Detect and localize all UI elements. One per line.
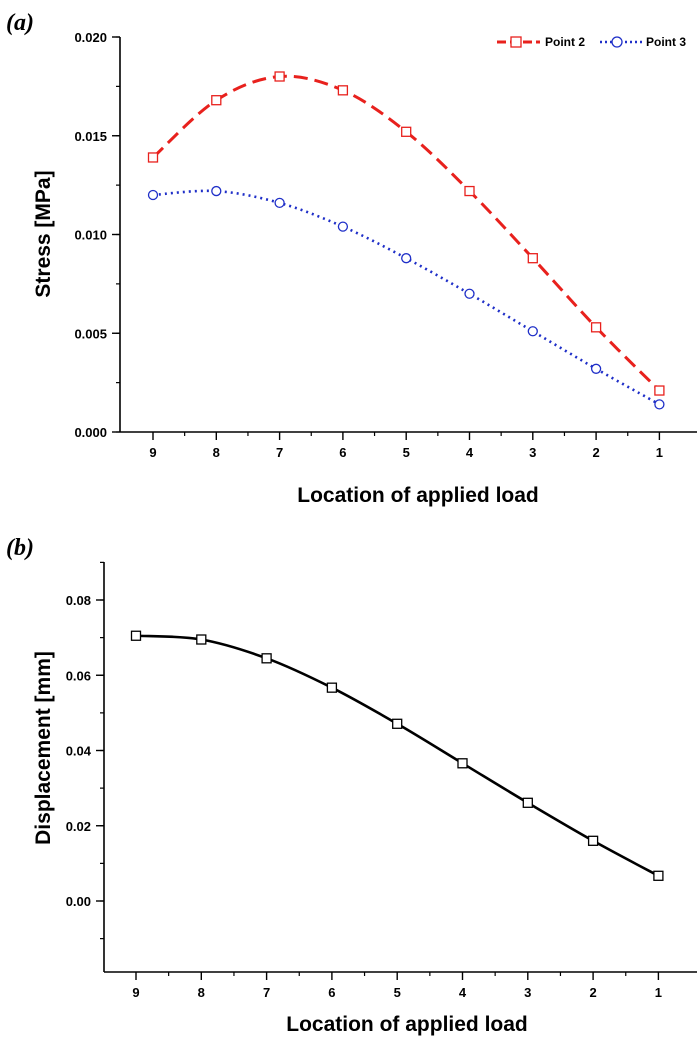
data-point-displacement <box>130 630 142 641</box>
chart-b-x-tick-label: 7 <box>263 985 270 1000</box>
chart-a-y-tick-label: 0.005 <box>74 326 107 341</box>
chart-a-x-tick-label: 9 <box>149 445 156 460</box>
panel-label-b: (b) <box>6 535 34 561</box>
legend-marker-point-3 <box>611 36 623 48</box>
chart-b-x-tick-label: 8 <box>198 985 205 1000</box>
chart-a-y-tick-label: 0.020 <box>74 30 107 45</box>
data-point-displacement <box>261 653 272 664</box>
data-point-displacement <box>326 682 338 693</box>
chart-a-x-tick-label: 5 <box>403 445 410 460</box>
chart-b-y-tick-label: 0.08 <box>66 593 91 608</box>
chart-a-xlabel: Location of applied load <box>297 484 539 507</box>
data-point-point-2 <box>654 385 665 396</box>
chart-b-xlabel: Location of applied load <box>286 1013 528 1036</box>
chart-a-y-tick-label: 0.000 <box>74 425 107 440</box>
chart-b: (b) 0.00 0.02 0.04 0.06 0.08 9 8 7 6 5 4 3 2 1 Locat… <box>6 535 697 1036</box>
chart-b-x-tick-label: 1 <box>655 985 662 1000</box>
data-point-point-2 <box>464 185 475 197</box>
chart-a-x-tick-label: 4 <box>466 445 474 460</box>
data-point-point-2 <box>274 71 285 82</box>
chart-a-x-tick-label: 2 <box>592 445 599 460</box>
chart-b-y-ticks: 0.00 0.02 0.04 0.06 0.08 <box>66 561 104 940</box>
legend-marker-point-2 <box>510 36 522 48</box>
data-point-displacement <box>392 718 403 729</box>
chart-a-x-ticks: 9 8 7 6 5 4 3 2 1 <box>149 432 663 460</box>
data-point-point-2 <box>147 152 159 163</box>
chart-b-y-tick-label: 0.06 <box>66 668 91 683</box>
chart-b-x-tick-label: 3 <box>524 985 531 1000</box>
chart-a-y-ticks: 0.000 0.005 0.010 0.015 0.020 <box>74 30 120 440</box>
data-point-point-2 <box>527 253 538 264</box>
chart-b-series <box>130 630 664 881</box>
panel-label-a: (a) <box>6 10 34 36</box>
data-point-displacement <box>457 758 468 769</box>
chart-a-x-tick-label: 6 <box>339 445 346 460</box>
chart-b-y-tick-label: 0.00 <box>66 894 91 909</box>
chart-a-x-tick-label: 1 <box>656 445 663 460</box>
chart-b-ylabel: Displacement [mm] <box>32 651 55 845</box>
series-line-point-2 <box>151 74 661 392</box>
data-point-displacement <box>196 634 207 645</box>
data-point-point-2 <box>401 126 412 137</box>
chart-a-y-tick-label: 0.015 <box>74 129 107 144</box>
chart-a-x-tick-label: 7 <box>276 445 283 460</box>
data-point-point-3 <box>274 197 285 209</box>
data-point-point-3 <box>401 253 412 264</box>
series-line-point-3 <box>152 189 661 406</box>
data-point-point-2 <box>590 322 602 333</box>
chart-a-x-tick-label: 8 <box>213 445 220 460</box>
data-point-point-3 <box>147 189 159 201</box>
data-point-point-3 <box>590 363 602 374</box>
chart-b-y-tick-label: 0.04 <box>66 744 92 759</box>
chart-a-ylabel: Stress [MPa] <box>32 170 55 297</box>
chart-b-x-tick-label: 2 <box>589 985 596 1000</box>
data-point-point-2 <box>337 85 349 96</box>
data-point-point-2 <box>211 95 222 106</box>
chart-a-series <box>147 71 665 410</box>
legend-label-point-3: Point 3 <box>646 35 686 49</box>
chart-b-x-tick-label: 6 <box>328 985 335 1000</box>
chart-a-y-tick-label: 0.010 <box>74 228 107 243</box>
chart-b-x-tick-label: 5 <box>394 985 401 1000</box>
chart-a-legend: Point 2 Point 3 <box>497 35 686 49</box>
data-point-displacement <box>522 797 533 808</box>
data-point-point-3 <box>464 288 475 299</box>
chart-a-x-tick-label: 3 <box>529 445 536 460</box>
data-point-point-3 <box>654 399 665 410</box>
chart-b-x-tick-label: 4 <box>459 985 467 1000</box>
chart-b-y-tick-label: 0.02 <box>66 819 91 834</box>
data-point-displacement <box>653 870 664 881</box>
chart-b-x-tick-label: 9 <box>132 985 139 1000</box>
data-point-point-3 <box>337 221 349 232</box>
data-point-point-3 <box>211 185 222 197</box>
legend-label-point-2: Point 2 <box>545 35 585 49</box>
series-line-displacement <box>135 634 660 877</box>
data-point-point-3 <box>527 326 538 337</box>
chart-b-x-ticks: 9 8 7 6 5 4 3 2 1 <box>132 972 662 1000</box>
data-point-displacement <box>587 835 599 846</box>
